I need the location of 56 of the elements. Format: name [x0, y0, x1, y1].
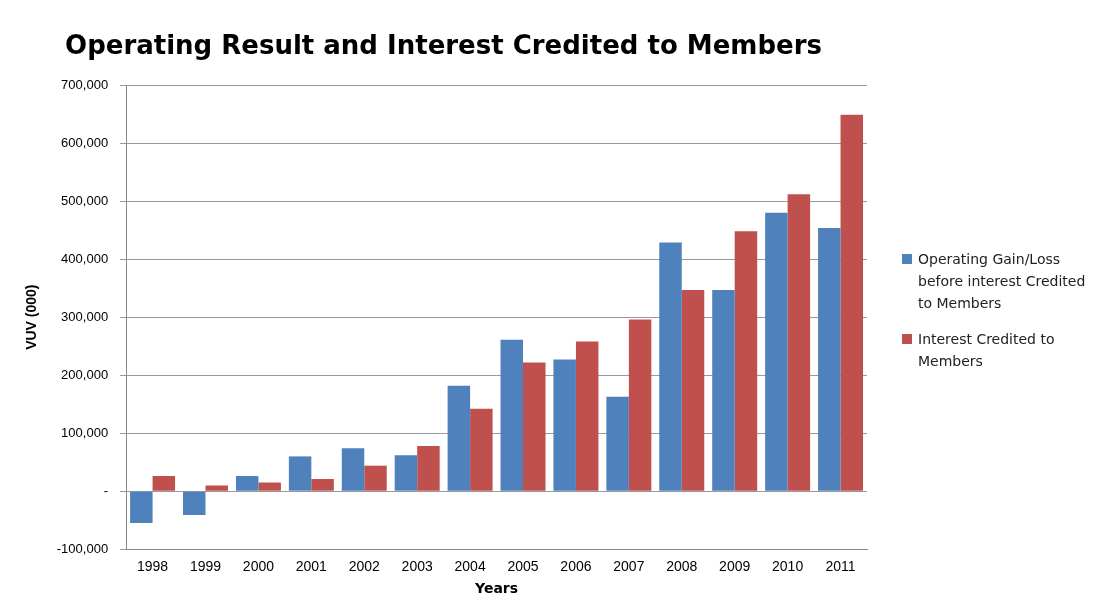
bar — [341, 448, 365, 491]
bar — [734, 231, 758, 491]
bar — [712, 289, 735, 491]
x-tick-label: 2010 — [772, 558, 804, 575]
legend-label: Operating Gain/Loss before interest Credited to Members — [918, 250, 1087, 314]
bar — [152, 476, 176, 491]
y-tick-label: 400,000 — [61, 250, 109, 266]
y-tick-label: 200,000 — [61, 366, 109, 382]
bar — [205, 485, 228, 491]
x-tick-label: 2004 — [454, 558, 486, 575]
bar — [235, 476, 259, 491]
bar — [500, 339, 524, 491]
x-tick-label: 1999 — [189, 558, 222, 575]
bar — [765, 212, 788, 491]
bar — [394, 455, 418, 491]
bar — [787, 194, 811, 491]
y-tick-label: 600,000 — [61, 134, 109, 150]
y-tick-label: - — [103, 482, 109, 498]
y-tick-label: -100,000 — [56, 540, 109, 556]
x-tick-label: 1998 — [137, 558, 169, 575]
y-tick-label: 500,000 — [61, 192, 109, 208]
bar — [288, 456, 312, 491]
bar — [183, 491, 206, 515]
bar — [523, 362, 546, 491]
x-tick-label: 2007 — [613, 558, 645, 575]
x-tick-label: 2008 — [666, 558, 698, 575]
y-axis-title: VUV (000) — [23, 284, 40, 350]
bar — [258, 482, 281, 491]
x-tick-label: 2003 — [401, 558, 433, 575]
y-tick-label: 300,000 — [61, 308, 109, 324]
bar — [470, 408, 493, 491]
bar — [606, 396, 629, 491]
bar — [681, 289, 705, 491]
x-tick-label: 2011 — [825, 558, 856, 575]
x-axis-title: Years — [475, 580, 519, 596]
bar — [364, 465, 387, 491]
bar — [417, 445, 440, 491]
chart-title: Operating Result and Interest Credited to Members — [65, 30, 822, 61]
bar — [628, 319, 652, 491]
x-tick-label: 2009 — [719, 558, 751, 575]
x-tick-label: 2002 — [348, 558, 381, 575]
legend-label: Interest Credited to Members — [918, 330, 1056, 372]
bar — [447, 385, 471, 491]
bar — [553, 359, 576, 491]
x-tick-label: 2005 — [507, 558, 539, 575]
x-tick-label: 2006 — [560, 558, 592, 575]
x-tick-label: 2001 — [295, 558, 328, 575]
bar — [311, 479, 334, 491]
bar — [130, 491, 153, 524]
bar — [818, 227, 841, 491]
x-tick-label: 2000 — [242, 558, 275, 575]
bar — [659, 242, 682, 491]
bar — [575, 341, 599, 491]
bar — [840, 114, 864, 491]
y-tick-label: 100,000 — [61, 424, 109, 440]
y-tick-label: 700,000 — [61, 76, 109, 92]
